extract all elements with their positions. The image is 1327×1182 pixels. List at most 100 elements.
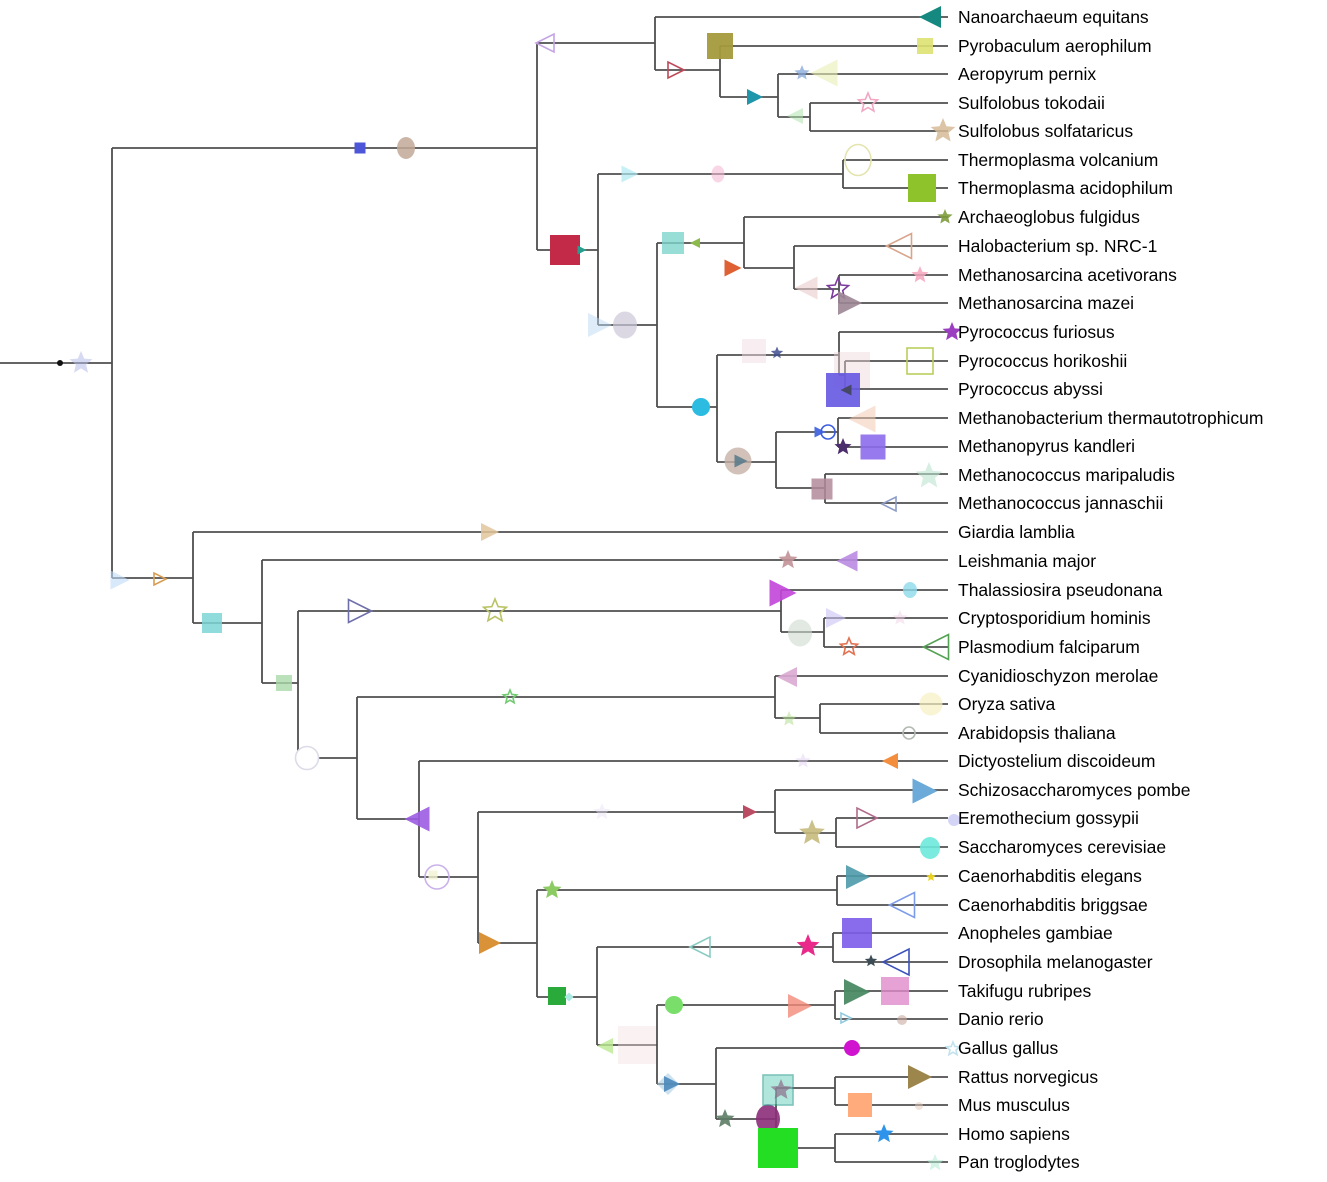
node-marker-star [781, 711, 797, 726]
leaf-label: Danio rerio [958, 1009, 1044, 1029]
leaf-label: Schizosaccharomyces pombe [958, 780, 1190, 800]
node-marker-triangle-right [788, 994, 812, 1018]
node-marker-triangle-right-open [856, 806, 879, 830]
node-marker-circle [844, 1040, 860, 1056]
node-marker-square [908, 174, 936, 202]
node-marker-star [593, 803, 611, 820]
node-marker-triangle-right [734, 454, 748, 468]
leaf-label: Methanopyrus kandleri [958, 436, 1135, 456]
node-marker-ellipse [397, 137, 415, 159]
node-marker-square-open [906, 347, 934, 375]
leaf-label: Pyrococcus horikoshii [958, 351, 1127, 371]
node-marker-triangle-left [840, 384, 852, 396]
node-marker-triangle-right [481, 523, 499, 541]
node-marker-square [842, 918, 872, 948]
leaf-label: Pan troglodytes [958, 1152, 1080, 1172]
leaf-label: Methanosarcina acetivorans [958, 265, 1177, 285]
node-marker-triangle-left-open [880, 495, 897, 513]
node-marker-square [881, 977, 909, 1005]
node-marker-square [758, 1128, 798, 1168]
node-marker-square [428, 870, 438, 880]
leaf-label: Eremothecium gossypii [958, 808, 1139, 828]
node-marker-circle [915, 1102, 923, 1110]
node-marker-square [848, 1093, 872, 1117]
node-marker-triangle-left-open [884, 232, 913, 260]
node-marker-triangle-right [912, 778, 938, 804]
node-marker-triangle-left-open [887, 891, 916, 919]
node-marker-star [770, 1079, 792, 1099]
node-marker-triangle-right [844, 979, 870, 1005]
node-marker-triangle-right [577, 245, 587, 255]
node-marker-triangle-right [769, 579, 797, 607]
node-marker-star [915, 462, 943, 488]
node-marker-square [276, 675, 292, 691]
leaf-label: Cryptosporidium hominis [958, 608, 1151, 628]
node-marker-star-open [501, 687, 519, 705]
node-marker-star [892, 610, 908, 625]
node-marker-triangle-right-open [840, 1011, 853, 1025]
node-marker-star [942, 322, 962, 341]
node-marker-square [860, 434, 886, 460]
leaf-label: Oryza sativa [958, 694, 1056, 714]
node-marker-star [864, 954, 878, 967]
node-marker-triangle-left [810, 59, 838, 87]
node-marker-square [742, 339, 766, 363]
node-marker-star-open [856, 90, 880, 113]
node-marker-square [707, 33, 733, 59]
node-marker-triangle-left [597, 1038, 613, 1054]
node-marker-circle-open [902, 726, 916, 740]
node-marker-star [930, 118, 956, 142]
node-marker-triangle-left [787, 108, 803, 124]
leaf-label: Anopheles gambiae [958, 923, 1113, 943]
leaf-label: Giardia lamblia [958, 522, 1075, 542]
node-marker-triangle-right [110, 570, 130, 590]
leaf-label: Homo sapiens [958, 1124, 1070, 1144]
node-marker-circle-open [424, 864, 450, 890]
node-marker-circle [294, 745, 320, 771]
node-marker-triangle-left-open [688, 935, 711, 959]
node-marker-ellipse [613, 311, 637, 339]
leaf-label: Drosophila melanogaster [958, 952, 1153, 972]
node-marker-square [550, 235, 580, 265]
leaf-label: Mus musculus [958, 1095, 1070, 1115]
node-marker-star [542, 880, 562, 899]
leaf-label: Arabidopsis thaliana [958, 723, 1116, 743]
node-marker-triangle-left [848, 405, 876, 433]
leaf-label: Pyrobaculum aerophilum [958, 36, 1152, 56]
node-marker-square [354, 142, 366, 154]
leaf-label: Caenorhabditis elegans [958, 866, 1142, 886]
node-marker-square [917, 38, 933, 54]
node-marker-triangle-right [908, 1065, 932, 1089]
node-marker-star [778, 550, 798, 569]
node-marker-star-open [944, 1039, 962, 1057]
node-marker-triangle-right-open [153, 571, 168, 587]
node-marker-triangle-right [479, 932, 501, 954]
leaf-label: Thalassiosira pseudonana [958, 580, 1163, 600]
leaf-label: Rattus norvegicus [958, 1067, 1098, 1087]
node-marker-ellipse [756, 1104, 780, 1134]
leaf-label: Sulfolobus solfataricus [958, 121, 1133, 141]
markers-group [57, 6, 962, 1171]
node-marker-star-open [481, 596, 509, 623]
node-marker-star [937, 209, 953, 224]
leaf-label: Takifugu rubripes [958, 981, 1092, 1001]
node-marker-star-open [838, 635, 860, 656]
leaf-label: Saccharomyces cerevisiae [958, 837, 1166, 857]
node-marker-star [770, 346, 784, 359]
leaf-label: Pyrococcus furiosus [958, 322, 1115, 342]
leaf-label: Thermoplasma volcanium [958, 150, 1158, 170]
node-marker-triangle-left-open [881, 947, 910, 977]
node-marker-diamond [564, 992, 574, 1002]
node-marker-star [799, 819, 825, 844]
leaf-label: Gallus gallus [958, 1038, 1058, 1058]
node-marker-ellipse [711, 165, 725, 183]
node-marker-star [874, 1124, 894, 1143]
node-marker-triangle-left [919, 6, 941, 28]
leaf-label: Plasmodium falciparum [958, 637, 1140, 657]
node-marker-triangle-right [846, 865, 870, 889]
node-marker-triangle-right [588, 313, 612, 337]
node-marker-circle [692, 398, 710, 416]
node-marker-star [69, 351, 93, 373]
node-marker-triangle-right [621, 165, 639, 183]
